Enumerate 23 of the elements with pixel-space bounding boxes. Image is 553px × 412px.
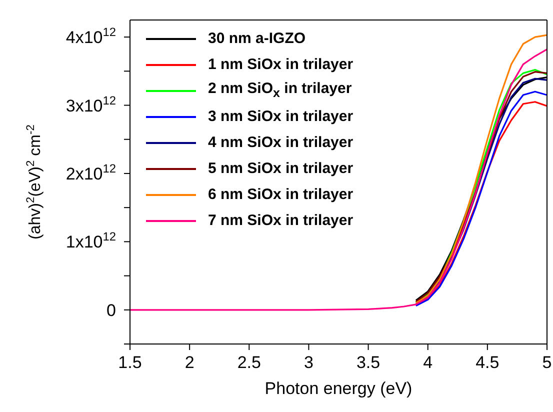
x-tick-label: 4 (423, 353, 433, 372)
legend-label: 5 nm SiOx in trilayer (208, 159, 354, 179)
y-tick-label: 2x10$^{12}$ (66, 161, 116, 184)
legend-label: 30 nm a-IGZO (208, 29, 306, 49)
legend-label: 2 nm SiO$_{x}$ in trilayer (208, 79, 352, 102)
y-tick-label: 1x10$^{12}$ (66, 230, 116, 252)
x-tick-label: 2.5 (237, 353, 261, 372)
x-axis-title: Photon energy (eV) (264, 379, 412, 398)
legend-label: 3 nm SiOx in trilayer (208, 107, 354, 127)
x-tick-label: 4.5 (476, 353, 500, 372)
y-tick-label: 3x10$^{12}$ (66, 93, 116, 116)
legend-label: 6 nm SiOx in trilayer (208, 185, 354, 205)
legend-label: 4 nm SiOx in trilayer (208, 133, 354, 153)
y-tick-label: 0 (106, 300, 116, 320)
line-series (130, 48, 547, 311)
x-tick-label: 1.5 (118, 353, 142, 372)
y-tick-label: 4x10$^{12}$ (66, 25, 116, 48)
legend-label: 7 nm SiOx in trilayer (208, 211, 354, 231)
x-tick-label: 2 (184, 353, 194, 372)
x-tick-label: 3 (304, 353, 314, 372)
x-tick-label: 3.5 (356, 353, 380, 372)
legend-label: 1 nm SiOx in trilayer (208, 55, 354, 75)
x-tick-label: 5 (542, 353, 552, 372)
